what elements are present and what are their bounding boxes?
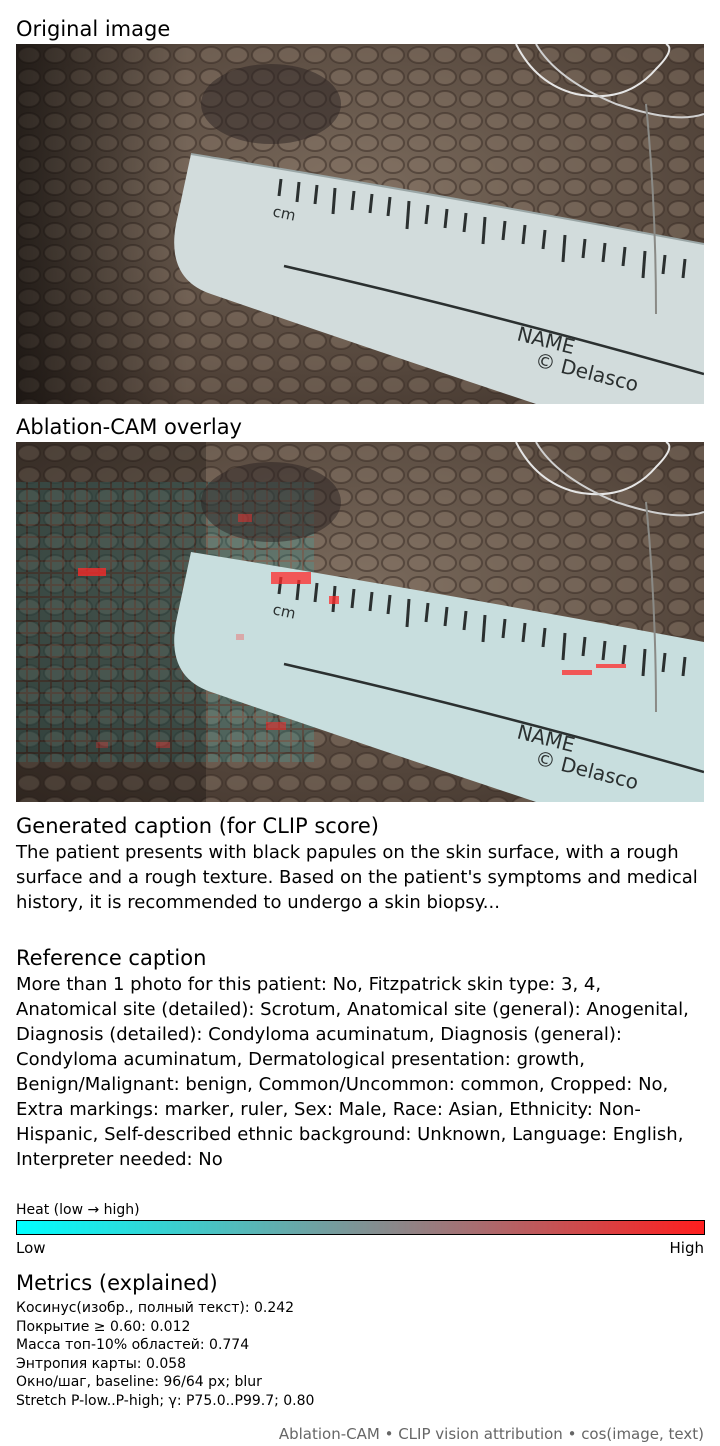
ruler-unit-label: cm [271, 202, 297, 224]
metric-item: Покрытие ≥ 0.60: 0.012 [16, 1318, 191, 1335]
metric-item: Энтропия карты: 0.058 [16, 1355, 187, 1372]
metrics-list: Косинус(изобр., полный текст): 0.242 Пок… [16, 1299, 314, 1411]
heat-high-label: High [669, 1239, 704, 1257]
overlay-image-title: Ablation-CAM overlay [16, 415, 242, 439]
original-image-title: Original image [16, 17, 171, 41]
metric-item: Масса топ-10% областей: 0.774 [16, 1337, 250, 1354]
metric-item: Окно/шаг, baseline: 96/64 px; blur [16, 1374, 262, 1391]
footer-caption: Ablation-CAM • CLIP vision attribution •… [278, 1425, 704, 1443]
reference-caption-text: More than 1 photo for this patient: No, … [16, 974, 689, 1170]
reference-caption-title: Reference caption [16, 946, 207, 970]
ablation-cam-overlay: cm NAME © Delasco [16, 442, 704, 802]
generated-caption-text: The patient presents with black papules … [16, 842, 698, 913]
metric-item: Косинус(изобр., полный текст): 0.242 [16, 1300, 295, 1316]
heat-legend-title: Heat (low → high) [16, 1202, 140, 1218]
metrics-title: Metrics (explained) [16, 1271, 218, 1295]
generated-caption-title: Generated caption (for CLIP score) [16, 814, 379, 838]
overlay-ruler-unit-label: cm [271, 600, 297, 622]
heat-colorbar [16, 1220, 705, 1235]
heat-low-label: Low [16, 1239, 46, 1257]
original-image: cm NAME © Delasco [16, 44, 704, 404]
metric-item: Stretch P-low..P-high; γ: P75.0..P99.7; … [16, 1392, 315, 1409]
